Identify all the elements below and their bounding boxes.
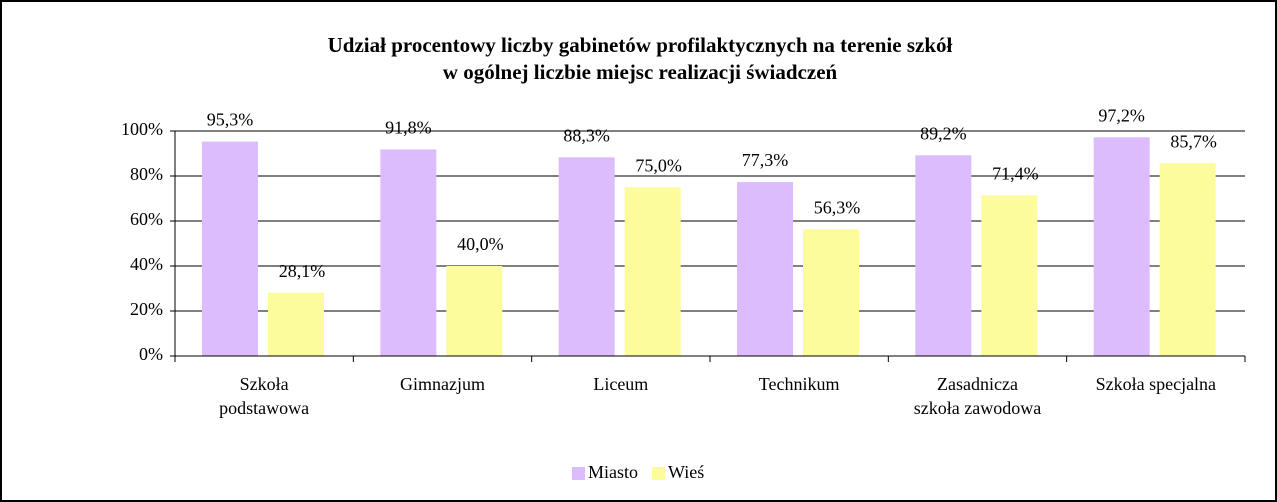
x-tick-label: Gimnazjum: [400, 374, 485, 394]
bar: [1093, 137, 1150, 356]
bar: [624, 187, 681, 356]
chart-title: w ogólnej liczbie miejsc realizacji świa…: [443, 60, 838, 84]
value-label: 28,1%: [279, 261, 326, 281]
bar: [446, 266, 503, 356]
legend-label: Miasto: [588, 462, 638, 482]
bar: [202, 141, 258, 356]
bar: [558, 157, 615, 356]
y-tick-label: 20%: [130, 299, 163, 319]
y-tick-label: 60%: [130, 209, 163, 229]
bar: [915, 155, 972, 356]
bar: [803, 229, 859, 356]
x-tick-label: Szkoła: [240, 374, 289, 394]
x-tick-label: Technikum: [759, 374, 840, 394]
legend-swatch: [572, 467, 585, 480]
value-label: 56,3%: [814, 197, 861, 217]
bar: [737, 182, 793, 356]
value-label: 71,4%: [992, 163, 1039, 183]
legend-label: Wieś: [668, 462, 704, 482]
value-label: 95,3%: [207, 110, 254, 130]
value-label: 97,2%: [1098, 105, 1145, 125]
bar: [268, 292, 324, 356]
value-label: 88,3%: [563, 125, 610, 145]
y-tick-label: 0%: [139, 344, 163, 364]
value-label: 89,2%: [920, 123, 967, 143]
x-tick-label: Liceum: [593, 374, 648, 394]
bar: [380, 149, 437, 356]
x-tick-label: szkoła zawodowa: [914, 398, 1041, 418]
value-label: 77,3%: [742, 150, 789, 170]
value-label: 75,0%: [635, 155, 682, 175]
value-label: 91,8%: [385, 118, 432, 138]
value-label: 40,0%: [457, 234, 504, 254]
bar: [981, 195, 1038, 356]
bar: [1159, 163, 1216, 356]
chart-title: Udział procentowy liczby gabinetów profi…: [328, 33, 953, 57]
y-tick-label: 100%: [121, 119, 163, 139]
x-tick-label: podstawowa: [219, 398, 309, 418]
value-label: 85,7%: [1170, 131, 1217, 151]
x-tick-label: Zasadnicza: [937, 374, 1018, 394]
y-tick-label: 40%: [130, 254, 163, 274]
x-tick-label: Szkoła specjalna: [1096, 374, 1216, 394]
legend-swatch: [652, 467, 666, 480]
y-tick-label: 80%: [130, 164, 163, 184]
